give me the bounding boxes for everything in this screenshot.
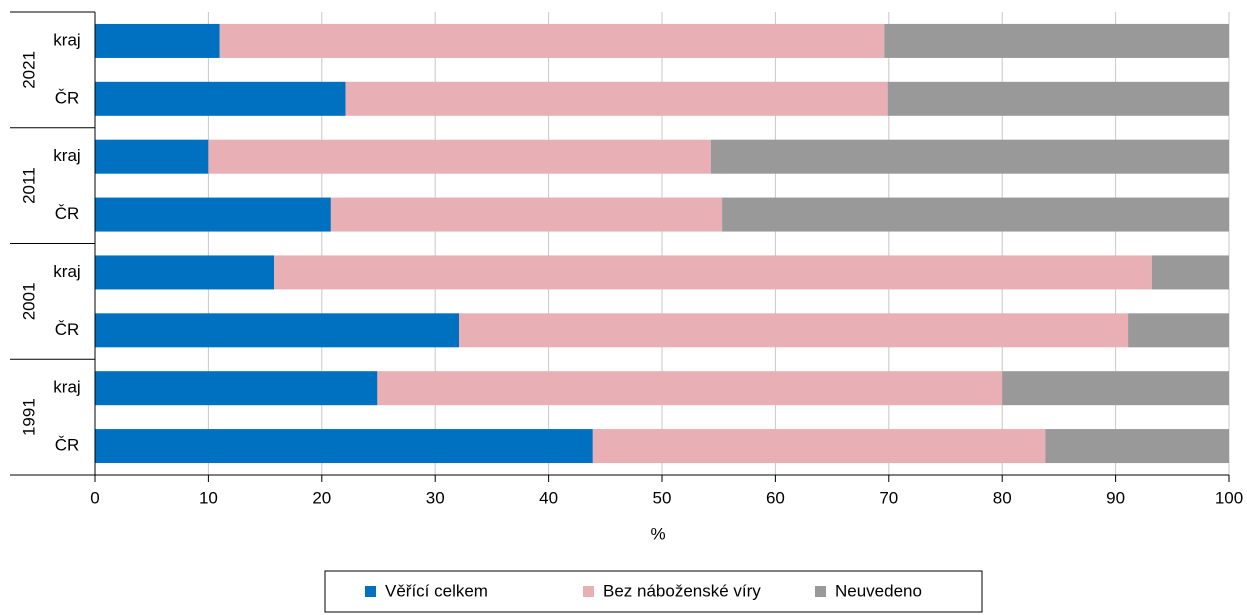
bar-segment <box>95 255 275 290</box>
legend-swatch <box>583 586 594 597</box>
bar-segment <box>330 197 723 232</box>
x-tick-label: 100 <box>1215 488 1243 507</box>
bar-segment <box>1045 429 1229 464</box>
category-label: kraj <box>53 262 80 281</box>
x-tick-label: 60 <box>766 488 785 507</box>
bar-segment <box>95 23 220 58</box>
legend-label: Neuvedeno <box>835 581 922 600</box>
x-tick-label: 10 <box>199 488 218 507</box>
bar-segment <box>208 139 711 174</box>
bar-segment <box>274 255 1152 290</box>
x-tick-label: 40 <box>539 488 558 507</box>
x-tick-label: 20 <box>312 488 331 507</box>
bar-segment <box>1151 255 1229 290</box>
bar-segment <box>219 23 885 58</box>
legend-label: Bez náboženské víry <box>603 581 761 600</box>
legend-swatch <box>365 586 376 597</box>
category-label: ČR <box>55 204 80 223</box>
x-axis-label: % <box>650 524 665 543</box>
bar-segment <box>710 139 1229 174</box>
category-label: ČR <box>55 88 80 107</box>
group-label: 1991 <box>19 398 38 436</box>
group-label: 2021 <box>19 51 38 89</box>
bar-segment <box>345 81 888 116</box>
bar-segment <box>95 313 460 348</box>
category-label: ČR <box>55 320 80 339</box>
bar-segment <box>592 429 1046 464</box>
bar-segment <box>95 429 593 464</box>
bar-segment <box>722 197 1229 232</box>
x-tick-label: 80 <box>993 488 1012 507</box>
bar-segment <box>459 313 1129 348</box>
category-label: kraj <box>53 378 80 397</box>
category-label: kraj <box>53 30 80 49</box>
bar-segment <box>884 23 1229 58</box>
x-tick-label: 90 <box>1106 488 1125 507</box>
x-tick-label: 0 <box>90 488 99 507</box>
group-label: 2001 <box>19 282 38 320</box>
x-tick-label: 50 <box>653 488 672 507</box>
bar-segment <box>1002 371 1229 406</box>
x-tick-label: 30 <box>426 488 445 507</box>
bar-segment <box>377 371 1003 406</box>
category-label: kraj <box>53 146 80 165</box>
bar-segment <box>1128 313 1229 348</box>
group-label: 2011 <box>19 167 38 204</box>
bar-segment <box>887 81 1229 116</box>
x-tick-label: 70 <box>879 488 898 507</box>
bar-segment <box>95 371 378 406</box>
legend-swatch <box>815 586 826 597</box>
bar-segment <box>95 197 331 232</box>
bar-segment <box>95 139 209 174</box>
legend-label: Věřící celkem <box>385 581 488 600</box>
legend-box <box>324 570 983 613</box>
bar-segment <box>95 81 346 116</box>
category-label: ČR <box>55 436 80 455</box>
